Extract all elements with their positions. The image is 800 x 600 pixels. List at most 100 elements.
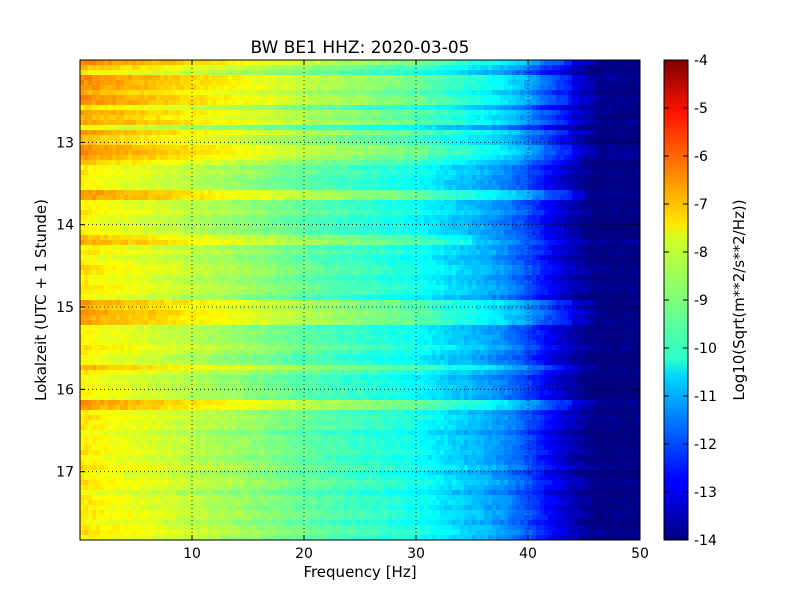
heatmap-cell bbox=[488, 225, 493, 231]
heatmap-cell bbox=[524, 80, 529, 86]
heatmap-cell bbox=[632, 130, 637, 136]
heatmap-cell bbox=[236, 65, 241, 71]
heatmap-cell bbox=[192, 80, 197, 86]
heatmap-cell bbox=[272, 235, 277, 241]
heatmap-cell bbox=[324, 230, 329, 236]
heatmap-cell bbox=[468, 195, 473, 201]
heatmap-cell bbox=[192, 110, 197, 116]
heatmap-cell bbox=[492, 185, 497, 191]
heatmap-cell bbox=[360, 195, 365, 201]
heatmap-cell bbox=[488, 85, 493, 91]
heatmap-cell bbox=[132, 185, 137, 191]
heatmap-cell bbox=[284, 225, 289, 231]
heatmap-cell bbox=[252, 170, 257, 176]
heatmap-cell bbox=[372, 165, 377, 171]
heatmap-cell bbox=[332, 150, 337, 156]
heatmap-cell bbox=[120, 160, 125, 166]
heatmap-cell bbox=[544, 160, 549, 166]
heatmap-cell bbox=[272, 195, 277, 201]
heatmap-cell bbox=[444, 200, 449, 206]
heatmap-cell bbox=[424, 155, 429, 161]
heatmap-cell bbox=[624, 120, 629, 126]
heatmap-cell bbox=[100, 195, 105, 201]
heatmap-cell bbox=[144, 125, 149, 131]
heatmap-cell bbox=[344, 215, 349, 221]
heatmap-cell bbox=[392, 210, 397, 216]
heatmap-cell bbox=[192, 190, 197, 196]
heatmap-cell bbox=[140, 160, 145, 166]
heatmap-cell bbox=[368, 70, 373, 76]
heatmap-cell bbox=[328, 195, 333, 201]
heatmap-cell bbox=[300, 215, 305, 221]
heatmap-cell bbox=[320, 105, 325, 111]
heatmap-cell bbox=[296, 115, 301, 121]
heatmap-cell bbox=[124, 85, 129, 91]
heatmap-cell bbox=[168, 175, 173, 181]
heatmap-cell bbox=[244, 190, 249, 196]
heatmap-cell bbox=[116, 155, 121, 161]
heatmap-cell bbox=[356, 215, 361, 221]
heatmap-cell bbox=[316, 80, 321, 86]
heatmap-cell bbox=[560, 80, 565, 86]
heatmap-cell bbox=[128, 75, 133, 81]
heatmap-cell bbox=[492, 120, 497, 126]
heatmap-cell bbox=[312, 205, 317, 211]
heatmap-cell bbox=[624, 155, 629, 161]
heatmap-cell bbox=[616, 125, 621, 131]
heatmap-cell bbox=[220, 75, 225, 81]
heatmap-cell bbox=[220, 110, 225, 116]
heatmap-cell bbox=[364, 155, 369, 161]
heatmap-cell bbox=[228, 165, 233, 171]
heatmap-cell bbox=[432, 170, 437, 176]
heatmap-cell bbox=[300, 230, 305, 236]
heatmap-cell bbox=[380, 60, 385, 66]
heatmap-cell bbox=[584, 180, 589, 186]
heatmap-cell bbox=[340, 150, 345, 156]
heatmap-cell bbox=[564, 200, 569, 206]
heatmap-cell bbox=[332, 230, 337, 236]
heatmap-cell bbox=[148, 65, 153, 71]
heatmap-cell bbox=[540, 100, 545, 106]
heatmap-cell bbox=[304, 60, 309, 66]
heatmap-cell bbox=[148, 155, 153, 161]
heatmap-cell bbox=[552, 220, 557, 226]
heatmap-cell bbox=[364, 230, 369, 236]
heatmap-cell bbox=[384, 120, 389, 126]
heatmap-cell bbox=[580, 70, 585, 76]
heatmap-cell bbox=[492, 190, 497, 196]
heatmap-cell bbox=[476, 90, 481, 96]
heatmap-cell bbox=[352, 235, 357, 241]
heatmap-cell bbox=[544, 115, 549, 121]
heatmap-cell bbox=[128, 190, 133, 196]
heatmap-cell bbox=[184, 115, 189, 121]
heatmap-cell bbox=[100, 85, 105, 91]
heatmap-cell bbox=[560, 220, 565, 226]
heatmap-cell bbox=[608, 70, 613, 76]
heatmap-cell bbox=[396, 90, 401, 96]
heatmap-cell bbox=[592, 185, 597, 191]
heatmap-cell bbox=[376, 110, 381, 116]
heatmap-cell bbox=[464, 200, 469, 206]
heatmap-cell bbox=[460, 125, 465, 131]
heatmap-cell bbox=[368, 160, 373, 166]
heatmap-cell bbox=[592, 70, 597, 76]
heatmap-cell bbox=[592, 200, 597, 206]
heatmap-cell bbox=[452, 230, 457, 236]
heatmap-cell bbox=[608, 175, 613, 181]
heatmap-cell bbox=[572, 155, 577, 161]
heatmap-cell bbox=[424, 110, 429, 116]
heatmap-cell bbox=[516, 140, 521, 146]
heatmap-cell bbox=[204, 170, 209, 176]
heatmap-cell bbox=[536, 145, 541, 151]
heatmap-cell bbox=[248, 110, 253, 116]
heatmap-cell bbox=[216, 210, 221, 216]
heatmap-cell bbox=[260, 175, 265, 181]
heatmap-cell bbox=[392, 180, 397, 186]
heatmap-cell bbox=[624, 195, 629, 201]
heatmap-cell bbox=[364, 220, 369, 226]
heatmap-cell bbox=[628, 225, 633, 231]
heatmap-cell bbox=[576, 135, 581, 141]
heatmap-cell bbox=[520, 85, 525, 91]
heatmap-cell bbox=[108, 130, 113, 136]
heatmap-cell bbox=[516, 160, 521, 166]
